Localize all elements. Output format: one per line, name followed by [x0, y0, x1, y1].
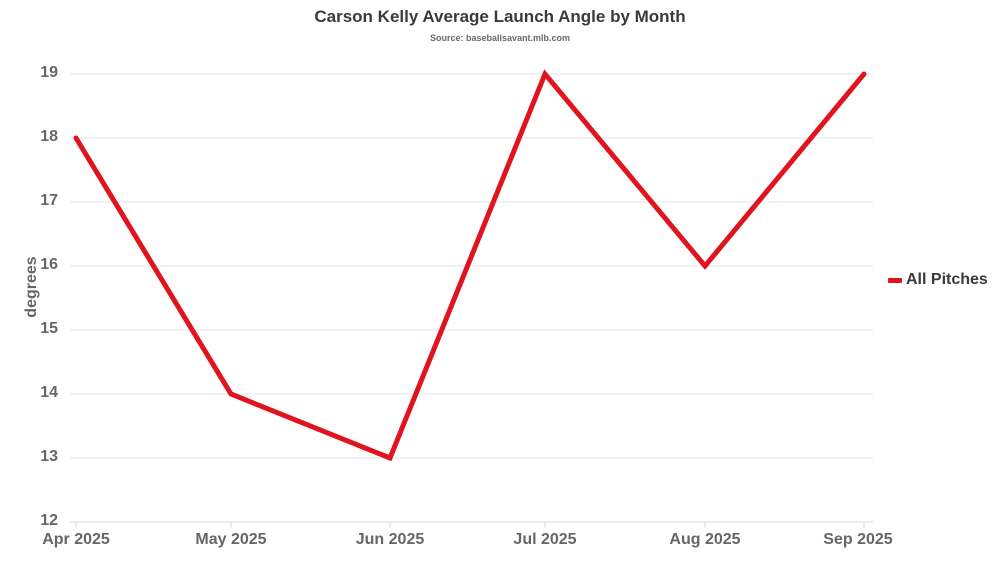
y-tick: 13 — [40, 448, 58, 465]
x-tick: Aug 2025 — [669, 531, 741, 548]
y-tick: 18 — [40, 128, 58, 145]
legend[interactable]: All Pitches — [888, 271, 988, 289]
y-tick: 15 — [40, 320, 58, 337]
legend-swatch-icon — [888, 277, 902, 283]
series-line-all-pitches — [73, 69, 867, 462]
chart-title: Carson Kelly Average Launch Angle by Mon… — [314, 7, 686, 26]
x-tick: Apr 2025 — [42, 531, 110, 548]
gridlines — [70, 73, 873, 459]
x-tick: Sep 2025 — [823, 531, 893, 548]
y-tick: 16 — [40, 256, 58, 273]
x-tick: Jul 2025 — [513, 531, 577, 548]
y-tick: 12 — [40, 512, 58, 529]
y-tick: 19 — [40, 64, 58, 81]
y-tick: 14 — [40, 384, 58, 401]
legend-label: All Pitches — [906, 271, 988, 288]
x-tick: Jun 2025 — [355, 531, 425, 548]
chart-subtitle: Source: baseballsavant.mlb.com — [429, 33, 571, 43]
y-tick: 17 — [40, 192, 58, 209]
x-tick: May 2025 — [195, 531, 267, 548]
x-axis-tickmarks — [75, 522, 865, 528]
